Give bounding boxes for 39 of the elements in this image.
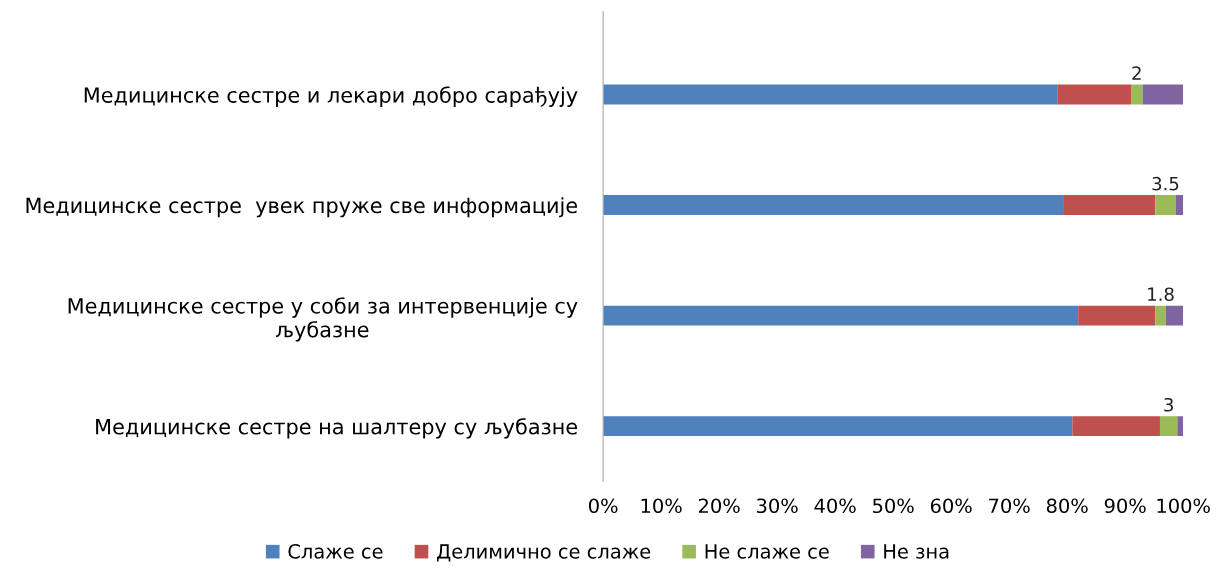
bar [1155, 195, 1176, 215]
x-tick-label: 50% [873, 498, 914, 514]
y-tick-label: Медицинске сестре на шалтеру су љубазне [96, 418, 578, 439]
bar [1072, 416, 1160, 437]
bar [1057, 84, 1131, 105]
x-tick-label: 20% [698, 498, 740, 514]
data-label: 3 [1164, 397, 1173, 412]
x-tick-label: 70% [989, 498, 1030, 514]
bar [1165, 305, 1184, 326]
x-tick-label: 10% [641, 498, 682, 514]
bar [1063, 195, 1156, 215]
bar [1177, 416, 1184, 437]
legend-label: Не зна [884, 544, 949, 559]
legend-label: Делимично се слаже [437, 544, 651, 562]
bar [1078, 305, 1156, 326]
x-tick-label: 30% [757, 498, 798, 514]
x-tick-label: 80% [1046, 498, 1088, 514]
bar [603, 416, 1073, 437]
bar [603, 84, 1058, 105]
x-tick-label: 90% [1104, 498, 1146, 514]
x-tick-label: 60% [930, 498, 972, 514]
data-label: 1.8 [1148, 287, 1174, 302]
x-tick-label: 100% [1157, 498, 1210, 514]
bar [1175, 195, 1184, 215]
y-tick-label: Медицинске сестре и лекари добро сарађују [84, 86, 578, 107]
x-tick-label: 0% [588, 498, 618, 514]
bar [1159, 416, 1178, 437]
legend-label: Не слаже се [705, 544, 829, 559]
y-tick-label: Медицинске сестре у соби за интервенције су љубазне [68, 297, 578, 342]
bar [1142, 84, 1184, 105]
bar [603, 195, 1064, 215]
legend-label: Слаже се [288, 544, 383, 559]
y-tick-label: Медицинске сестре увек пруже све информације [26, 197, 578, 218]
bar [1130, 84, 1143, 105]
bar [603, 305, 1079, 326]
bar [1155, 305, 1166, 326]
data-label: 2 [1132, 66, 1141, 80]
data-label: 3.5 [1152, 176, 1179, 191]
x-tick-label: 40% [814, 498, 856, 514]
